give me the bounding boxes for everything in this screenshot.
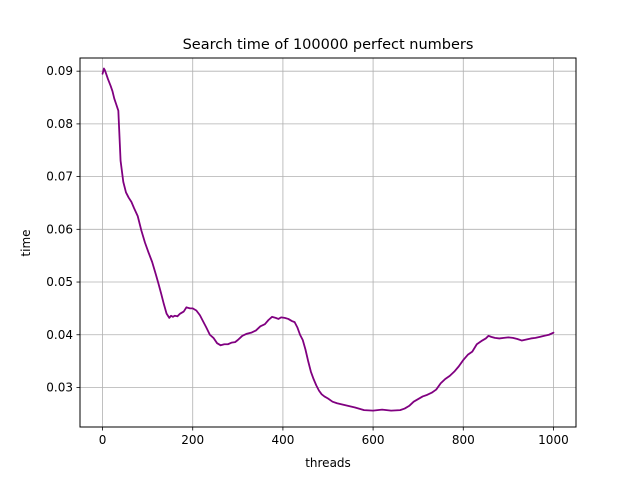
series-layer	[101, 67, 555, 412]
y-axis-label: time	[19, 229, 33, 256]
y-tick-label: 0.03	[46, 380, 73, 394]
y-tick-label: 0.05	[46, 275, 73, 289]
y-tick-label: 0.08	[46, 117, 73, 131]
x-tick-label: 400	[271, 433, 294, 447]
x-tick-label: 0	[99, 433, 107, 447]
y-tick-label: 0.09	[46, 64, 73, 78]
x-tick-label: 600	[362, 433, 385, 447]
x-tick-label: 1000	[538, 433, 569, 447]
x-tick-label: 200	[181, 433, 204, 447]
chart-title: Search time of 100000 perfect numbers	[183, 37, 474, 53]
y-axis: 0.03 0.04 0.05 0.06 0.07 0.08 0.09	[46, 64, 80, 394]
x-tick-label: 800	[452, 433, 475, 447]
y-tick-label: 0.06	[46, 222, 73, 236]
y-tick-label: 0.04	[46, 328, 73, 342]
series-line-0	[101, 67, 555, 412]
y-tick-label: 0.07	[46, 170, 73, 184]
grid-lines	[80, 58, 576, 427]
x-axis-label: threads	[305, 456, 351, 470]
x-axis: 0 200 400 600 800 1000	[99, 427, 569, 447]
plot-frame	[79, 57, 577, 428]
